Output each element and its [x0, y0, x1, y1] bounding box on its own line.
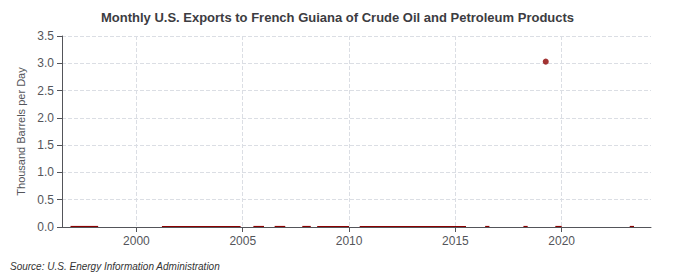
- svg-text:2020: 2020: [548, 234, 575, 248]
- svg-text:2010: 2010: [336, 234, 363, 248]
- svg-text:2015: 2015: [442, 234, 469, 248]
- svg-text:0.5: 0.5: [37, 193, 54, 207]
- svg-text:Source: U.S. Energy Informatio: Source: U.S. Energy Information Administ…: [10, 261, 220, 272]
- svg-text:2005: 2005: [229, 234, 256, 248]
- svg-text:3.5: 3.5: [37, 29, 54, 43]
- svg-text:2.5: 2.5: [37, 84, 54, 98]
- svg-text:1.5: 1.5: [37, 138, 54, 152]
- svg-text:3.0: 3.0: [37, 56, 54, 70]
- svg-text:2.0: 2.0: [37, 111, 54, 125]
- svg-text:Thousand Barrels per Day: Thousand Barrels per Day: [15, 67, 27, 196]
- svg-text:2000: 2000: [123, 234, 150, 248]
- svg-text:0.0: 0.0: [37, 220, 54, 234]
- svg-text:Monthly U.S. Exports to French: Monthly U.S. Exports to French Guiana of…: [101, 10, 574, 25]
- svg-text:1.0: 1.0: [37, 165, 54, 179]
